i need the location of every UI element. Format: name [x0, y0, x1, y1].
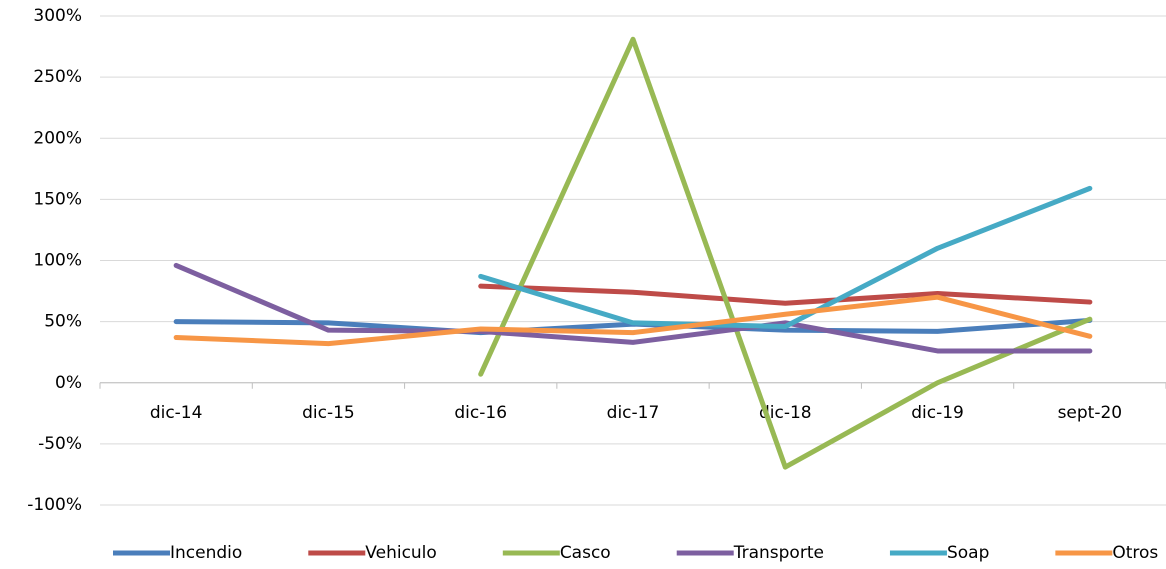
- y-tick-label: 100%: [33, 251, 82, 271]
- x-tick-label: dic-19: [911, 403, 964, 423]
- y-tick-label: 50%: [44, 312, 82, 332]
- x-tick-label: dic-18: [759, 403, 812, 423]
- y-tick-label: -50%: [38, 434, 82, 454]
- y-tick-label: -100%: [27, 495, 82, 515]
- series-line: [478, 36, 1093, 470]
- legend-label: Casco: [560, 543, 611, 563]
- series-line: [478, 283, 1093, 306]
- y-tick-label: 0%: [55, 373, 82, 393]
- legend-label: Incendio: [170, 543, 242, 563]
- y-tick-label: 150%: [33, 189, 82, 209]
- series-line: [478, 185, 1093, 330]
- legend-label: Vehiculo: [365, 543, 437, 563]
- series-line: [173, 294, 1093, 347]
- y-tick-label: 300%: [33, 6, 82, 26]
- legend-label: Transporte: [733, 543, 824, 563]
- x-tick-label: dic-16: [454, 403, 507, 423]
- x-tick-label: sept-20: [1058, 403, 1123, 423]
- y-tick-label: 200%: [33, 128, 82, 148]
- x-tick-label: dic-17: [607, 403, 660, 423]
- legend-label: Soap: [947, 543, 989, 563]
- series-line: [173, 262, 1093, 354]
- x-tick-label: dic-15: [302, 403, 355, 423]
- y-tick-label: 250%: [33, 67, 82, 87]
- x-tick-label: dic-14: [150, 403, 203, 423]
- legend-label: Otros: [1112, 543, 1158, 563]
